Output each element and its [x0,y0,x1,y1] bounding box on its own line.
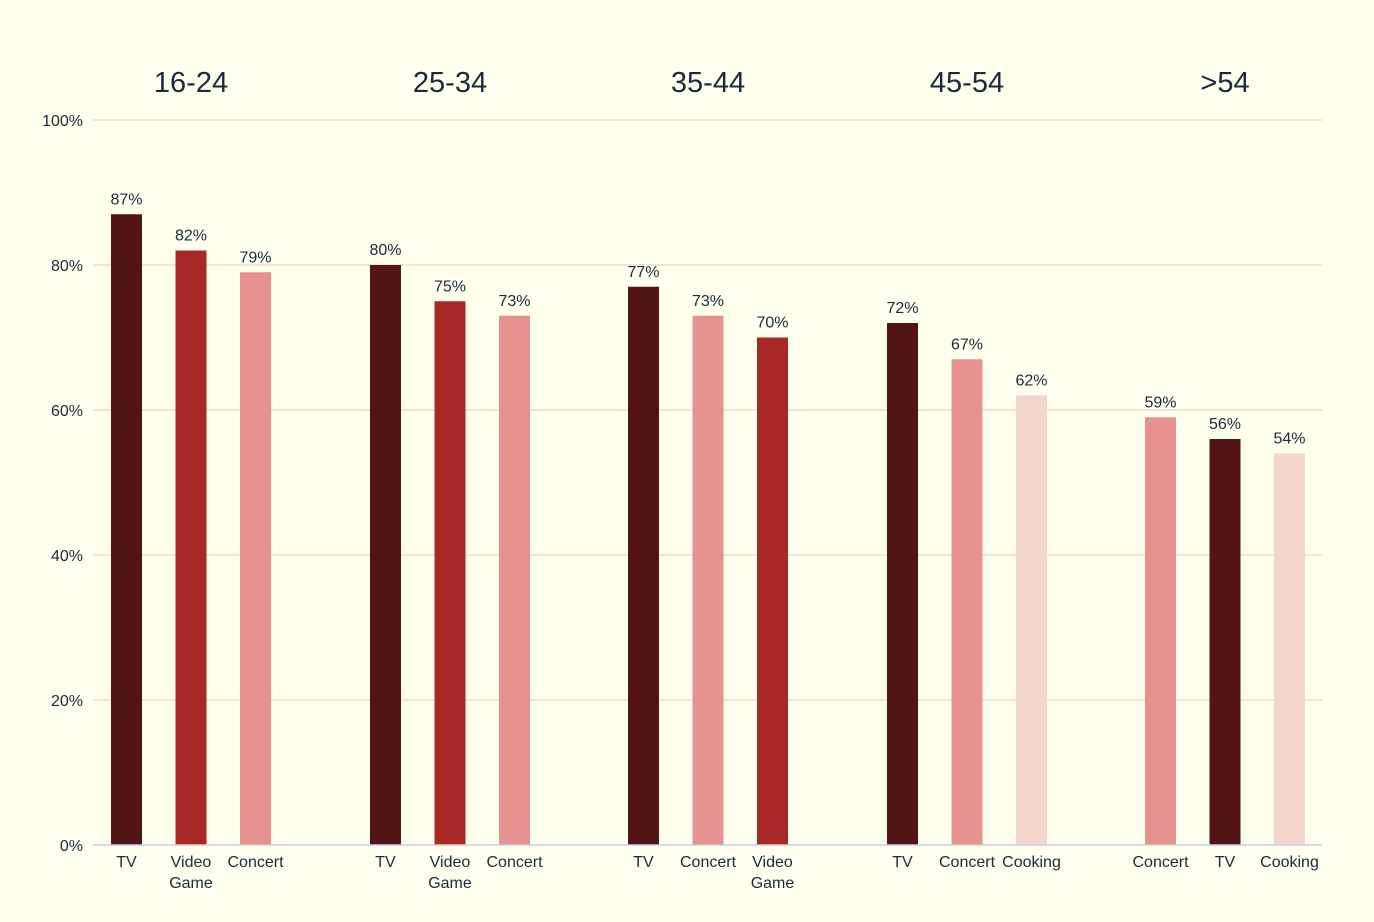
bar-cooking [1016,395,1047,845]
x-tick-label: Game [751,875,795,892]
y-tick-label: 100% [42,113,83,130]
x-tick-label: Game [428,875,472,892]
y-tick-label: 60% [51,403,83,420]
data-label: 56% [1209,416,1241,433]
x-tick-label: TV [892,854,913,871]
data-label: 77% [627,264,659,281]
data-label: 73% [692,293,724,310]
x-tick-label: Concert [227,854,284,871]
bar-tv [1209,439,1241,845]
bar-video-game [434,301,466,845]
x-tick-label: TV [375,854,396,871]
data-label: 70% [756,315,788,332]
data-label: 62% [1015,373,1047,390]
category-labels: TV Video Game Concert TV Video Game Concert TV Co… [116,854,1319,892]
x-tick-label: Video [752,854,793,871]
group-title: 16-24 [154,67,228,99]
bar-cooking [1274,453,1305,845]
x-tick-label: TV [116,854,137,871]
y-tick-label: 20% [51,693,83,710]
x-tick-label: Cooking [1260,854,1319,871]
data-label: 54% [1273,431,1305,448]
bar-concert [1145,417,1176,845]
group-title: >54 [1200,67,1249,99]
data-label: 75% [434,278,466,295]
y-tick-label: 40% [51,548,83,565]
data-label: 59% [1144,394,1176,411]
bars [111,214,1305,845]
value-labels: 87% 82% 79% 80% 75% 73% 77% 73% 70% 72% 67% 62% 59% 5… [110,191,1305,447]
data-label: 72% [886,300,918,317]
bar-concert [499,315,530,845]
group-title: 45-54 [930,67,1004,99]
y-tick-label: 0% [60,838,83,855]
bar-tv [887,323,918,845]
x-tick-label: Concert [680,854,737,871]
y-tick-label: 80% [51,258,83,275]
bar-video-game [175,250,207,845]
x-tick-label: Game [169,875,213,892]
bar-tv [111,214,142,845]
bar-concert [240,272,271,845]
x-tick-label: TV [1215,854,1236,871]
data-label: 67% [951,336,983,353]
group-title: 25-34 [413,67,487,99]
x-tick-label: Concert [939,854,996,871]
data-label: 82% [175,228,207,245]
bar-concert [692,315,724,845]
bar-video-game [757,337,788,845]
bar-tv [628,286,659,845]
x-tick-label: Concert [486,854,543,871]
x-tick-label: Concert [1132,854,1189,871]
data-label: 87% [110,191,142,208]
x-tick-label: Video [171,854,212,871]
bar-concert [951,359,983,845]
data-label: 79% [239,249,271,266]
group-titles: 16-24 25-34 35-44 45-54 >54 [154,67,1250,99]
y-axis-ticks: 0% 20% 40% 60% 80% 100% [42,113,83,855]
data-label: 80% [369,242,401,259]
x-tick-label: TV [633,854,654,871]
bar-tv [370,265,401,845]
data-label: 73% [498,293,530,310]
x-tick-label: Video [430,854,471,871]
x-tick-label: Cooking [1002,854,1061,871]
group-title: 35-44 [671,67,745,99]
